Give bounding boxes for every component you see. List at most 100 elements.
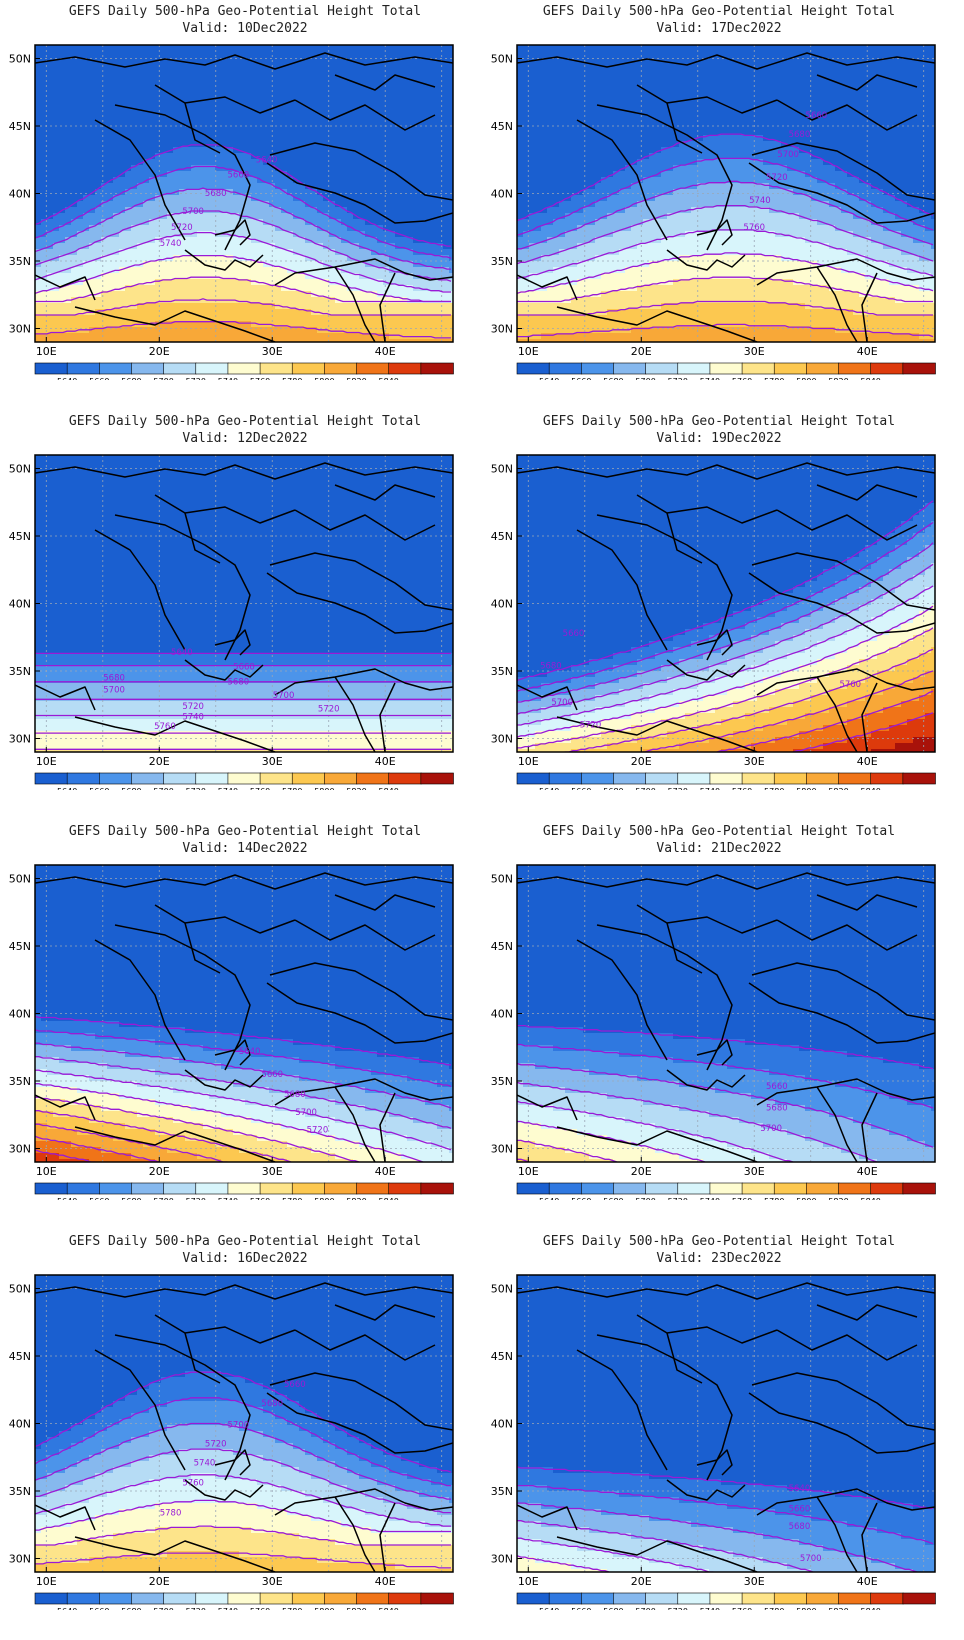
colorbar-label: 5780	[764, 377, 784, 380]
colorbar-swatch	[227, 772, 261, 785]
colorbar-label: 5640	[539, 787, 559, 790]
colorbar-swatch	[581, 772, 615, 785]
lat-label: 30N	[9, 733, 31, 746]
lat-label: 40N	[9, 1418, 31, 1431]
colorbar-label: 5820	[346, 1197, 366, 1200]
colorbar-swatch	[324, 1182, 358, 1195]
colorbar-swatch	[356, 1182, 390, 1195]
colorbar-label: 5640	[539, 1197, 559, 1200]
colorbar-label: 5680	[121, 1607, 141, 1610]
panel-valid-date: Valid: 21Dec2022	[482, 841, 956, 857]
contour-label: 5720	[766, 173, 788, 183]
lon-label: 40E	[375, 345, 396, 358]
colorbar-label: 5780	[282, 377, 302, 380]
colorbar-label: 5700	[635, 1607, 655, 1610]
contour-label: 5780	[160, 1508, 182, 1518]
colorbar-swatch	[291, 1592, 326, 1605]
colorbar-swatch	[195, 362, 229, 375]
height-map: 56405660568057005720574050N45N40N35N30N1…	[9, 44, 454, 380]
height-map: 5660 5680 5700 50N 45N 40N 35N 30N 10E 20E 30E 40E 5…	[491, 864, 936, 1200]
colorbar-label: 5720	[668, 1607, 688, 1610]
lat-label: 35N	[491, 665, 513, 678]
colorbar-label: 5740	[700, 1607, 720, 1610]
colorbar: 5640 5660 5680 5700 5720 5740 5760 5780 5800 5820…	[34, 1182, 454, 1200]
coastlines	[517, 872, 935, 1162]
lat-label: 35N	[491, 255, 513, 268]
map-panel-2: GEFS Daily 500-hPa Geo-Potential Height …	[482, 0, 964, 410]
lon-label: 30E	[262, 345, 283, 358]
contour-label: 5680	[284, 1090, 306, 1100]
lat-label: 45N	[491, 530, 513, 543]
colorbar-swatch	[806, 362, 840, 375]
colorbar-label: 5700	[153, 787, 173, 790]
colorbar-swatch	[163, 772, 197, 785]
colorbar-swatch	[420, 1592, 454, 1605]
colorbar-label: 5700	[153, 1607, 173, 1610]
colorbar-swatch	[324, 362, 358, 375]
colorbar-label: 5660	[89, 377, 109, 380]
colorbar: 5640 5660 5680 5700 5720 5740 5760 5780 5800 5820…	[516, 1182, 936, 1200]
colorbar-label: 5820	[828, 787, 848, 790]
colorbar-swatch	[516, 1182, 550, 1195]
colorbar-swatch	[581, 1182, 615, 1195]
colorbar-swatch	[645, 772, 679, 785]
contour-label: 5680	[205, 189, 227, 199]
lat-label: 45N	[9, 530, 31, 543]
colorbar-label: 5840	[379, 1607, 399, 1610]
lon-label: 10E	[518, 1575, 539, 1588]
colorbar: 5640 5660 5680 5700 5720 5740 5760 5780 5800 5820…	[34, 1592, 454, 1610]
lon-label: 20E	[149, 345, 170, 358]
colorbar-label: 5720	[668, 377, 688, 380]
contour-label: 5700	[777, 150, 799, 160]
contour-label: 5660	[563, 629, 585, 639]
contour-label: 5700	[760, 1124, 782, 1134]
colorbar-swatch	[741, 362, 776, 375]
colorbar-label: 5700	[635, 787, 655, 790]
contour-label: 5700	[273, 691, 295, 701]
colorbar-swatch	[773, 362, 808, 375]
lat-label: 45N	[9, 1350, 31, 1363]
height-map: 5640 5660 5680 5700 50N 45N 40N 35N 30N 10E 20E 30E…	[491, 1274, 936, 1610]
contour-label: 5640	[256, 155, 278, 165]
colorbar-label: 5820	[828, 1607, 848, 1610]
map-panel-4: GEFS Daily 500-hPa Geo-Potential Height …	[482, 410, 964, 820]
colorbar-label: 5720	[186, 1197, 206, 1200]
colorbar-label: 5760	[732, 787, 752, 790]
colorbar-label: 5680	[603, 377, 623, 380]
lon-label: 30E	[262, 1165, 283, 1178]
colorbar-swatch	[195, 1592, 229, 1605]
coastlines	[35, 52, 453, 342]
lon-label: 40E	[375, 1165, 396, 1178]
coastlines	[35, 872, 453, 1162]
colorbar-swatch	[645, 1592, 679, 1605]
colorbar-label: 5660	[89, 1607, 109, 1610]
colorbar: 5640 5660 5680 5700 5720 5740 5760 5780 5800 5820…	[34, 362, 454, 380]
contour-label: 5700	[182, 207, 204, 217]
contour-label: 5680	[103, 673, 125, 683]
lon-label: 10E	[36, 1165, 57, 1178]
lat-label: 30N	[491, 733, 513, 746]
lat-label: 30N	[9, 323, 31, 336]
lon-label: 20E	[631, 1165, 652, 1178]
panel-valid-date: Valid: 12Dec2022	[0, 431, 490, 447]
contour-label: 5680	[789, 1522, 811, 1532]
panel-title: GEFS Daily 500-hPa Geo-Potential Height …	[482, 4, 956, 20]
colorbar-swatch	[227, 1592, 261, 1605]
colorbar-swatch	[516, 1592, 550, 1605]
colorbar-swatch	[259, 772, 294, 785]
colorbar-swatch	[870, 772, 904, 785]
colorbar-swatch	[902, 1592, 936, 1605]
lat-label: 30N	[491, 1143, 513, 1156]
colorbar-label: 5760	[732, 1197, 752, 1200]
lat-label: 50N	[9, 873, 31, 886]
colorbar-swatch	[645, 1182, 679, 1195]
colorbar-swatch	[548, 362, 583, 375]
lon-label: 40E	[857, 1575, 878, 1588]
panel-title: GEFS Daily 500-hPa Geo-Potential Height …	[482, 414, 956, 430]
lat-label: 30N	[491, 323, 513, 336]
lon-label: 10E	[36, 755, 57, 768]
contour-label: 5760	[154, 722, 176, 732]
contour-label: 5720	[205, 1439, 227, 1449]
contour-label: 5720	[580, 721, 602, 731]
